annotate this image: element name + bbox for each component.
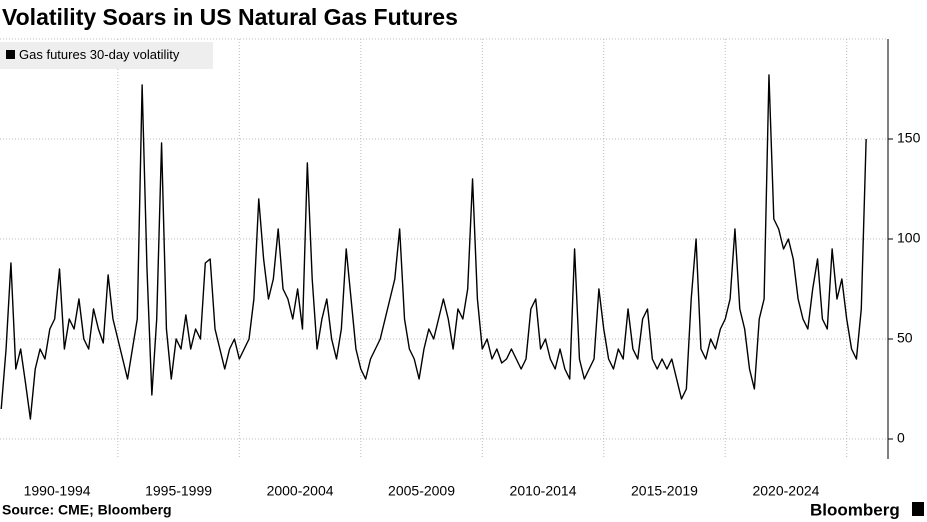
legend-label: Gas futures 30-day volatility	[19, 47, 180, 62]
x-tick-label: 2010-2014	[510, 483, 577, 499]
x-tick-label: 2015-2019	[631, 483, 698, 499]
brand-icon	[912, 502, 924, 516]
chart-title: Volatility Soars in US Natural Gas Futur…	[2, 4, 458, 30]
y-tick-label: 100	[897, 230, 921, 246]
y-tick-label: 150	[897, 130, 921, 146]
legend-box	[0, 42, 213, 69]
legend-swatch	[6, 50, 15, 59]
legend: Gas futures 30-day volatility	[0, 42, 213, 69]
data-line	[0, 74, 867, 420]
y-tick-label: 50	[897, 330, 913, 346]
x-tick-label: 1990-1994	[24, 483, 91, 499]
source: Source: CME; Bloomberg	[2, 502, 172, 518]
x-tick-label: 2020-2024	[752, 483, 819, 499]
x-tick-label: 2005-2009	[388, 483, 455, 499]
brand: Bloomberg	[810, 500, 900, 519]
y-tick-label: 0	[897, 430, 905, 446]
x-tick-label: 2000-2004	[267, 483, 334, 499]
x-tick-label: 1995-1999	[145, 483, 212, 499]
